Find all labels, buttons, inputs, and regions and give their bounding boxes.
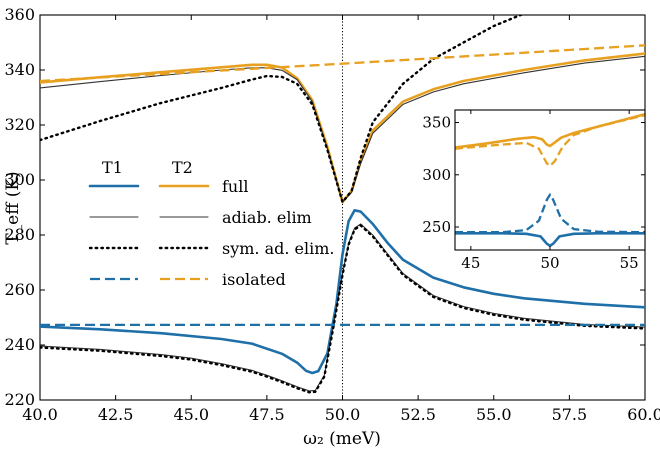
y-tick-label: 220 bbox=[4, 390, 35, 409]
inset-series-t1-full bbox=[455, 232, 645, 248]
series-t1-full bbox=[40, 209, 645, 375]
inset-series-t1-isolated bbox=[455, 193, 645, 234]
y-axis-label: T_eff (K) bbox=[3, 171, 23, 244]
legend-header-t1: T1 bbox=[102, 158, 123, 177]
inset-y-tick-label: 300 bbox=[422, 166, 451, 184]
x-tick-label: 55.0 bbox=[476, 405, 512, 424]
y-tick-label: 360 bbox=[4, 5, 35, 24]
x-tick-label: 42.5 bbox=[98, 405, 134, 424]
legend: T1 T2 full adiab. elim sym. ad. elim. is… bbox=[88, 158, 335, 289]
main-ticks: 40.0 42.5 45.0 47.5 50.0 52.5 55.0 57.5 60.0 220 2… bbox=[4, 5, 660, 424]
y-tick-label: 340 bbox=[4, 60, 35, 79]
legend-label-adiab: adiab. elim bbox=[222, 208, 312, 227]
x-tick-label: 52.5 bbox=[400, 405, 436, 424]
legend-lines bbox=[88, 184, 210, 281]
x-axis-label: ω₂ (meV) bbox=[303, 429, 381, 449]
inset-x-tick-label: 55 bbox=[620, 254, 639, 272]
inset-x-tick-label: 50 bbox=[540, 254, 559, 272]
legend-header-t2: T2 bbox=[172, 158, 193, 177]
x-tick-label: 60.0 bbox=[627, 405, 660, 424]
inset-x-tick-label: 45 bbox=[461, 254, 480, 272]
series-t2-isolated bbox=[40, 44, 645, 83]
x-tick-label: 57.5 bbox=[552, 405, 588, 424]
inset-y-tick-label: 250 bbox=[422, 218, 451, 236]
main-series-group bbox=[40, 15, 645, 394]
y-tick-label: 320 bbox=[4, 115, 35, 134]
series-t1-sym-ad-elim bbox=[40, 224, 645, 394]
inset-series-group bbox=[455, 112, 645, 248]
y-tick-label: 260 bbox=[4, 280, 35, 299]
x-tick-label: 47.5 bbox=[249, 405, 285, 424]
x-tick-label: 50.0 bbox=[325, 405, 361, 424]
inset-ticks: 45 50 55 250 300 350 bbox=[422, 110, 645, 272]
legend-label-isolated: isolated bbox=[222, 270, 286, 289]
inset-y-tick-label: 350 bbox=[422, 114, 451, 132]
inset-series-t2-isolated bbox=[455, 114, 645, 168]
y-tick-label: 280 bbox=[4, 225, 35, 244]
x-tick-label: 45.0 bbox=[173, 405, 209, 424]
legend-label-full: full bbox=[222, 177, 248, 196]
inset-series-t2-full bbox=[455, 112, 645, 149]
y-tick-label: 300 bbox=[4, 170, 35, 189]
legend-label-sym: sym. ad. elim. bbox=[222, 239, 335, 258]
y-tick-label: 240 bbox=[4, 335, 35, 354]
inset-background bbox=[455, 110, 645, 250]
x-tick-label: 40.0 bbox=[22, 405, 58, 424]
